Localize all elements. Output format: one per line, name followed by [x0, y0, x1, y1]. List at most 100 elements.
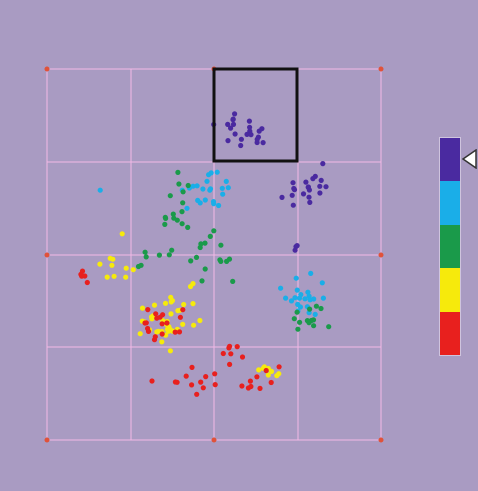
- data-point-yellow: [175, 308, 181, 314]
- legend-swatch-green[interactable]: [440, 224, 460, 269]
- data-point-red: [143, 320, 149, 326]
- data-point-green: [142, 249, 148, 255]
- triangle-left-icon[interactable]: [461, 149, 477, 169]
- data-point-red: [263, 367, 269, 374]
- data-point-red: [228, 351, 234, 357]
- data-point-purple: [307, 199, 313, 205]
- data-point-cyan: [312, 311, 318, 317]
- data-point-red: [159, 331, 165, 337]
- data-point-purple: [246, 118, 252, 124]
- data-point-cyan: [298, 292, 304, 298]
- data-point-cyan: [294, 287, 300, 293]
- data-point-cyan: [216, 202, 222, 209]
- data-point-cyan: [211, 201, 217, 207]
- data-point-red: [203, 374, 209, 380]
- data-point-red: [145, 307, 151, 313]
- data-point-yellow: [130, 267, 136, 273]
- data-point-red: [198, 379, 204, 385]
- data-point-purple: [247, 124, 253, 130]
- legend-swatch-purple[interactable]: [440, 138, 460, 182]
- data-point-cyan: [200, 186, 206, 192]
- data-point-green: [185, 224, 191, 230]
- data-point-red: [239, 354, 246, 360]
- data-point-green: [294, 309, 300, 315]
- data-point-green: [179, 209, 185, 215]
- data-point-green: [202, 240, 208, 246]
- data-point-green: [180, 200, 186, 206]
- data-point-green: [207, 233, 213, 239]
- data-point-yellow: [111, 273, 117, 279]
- data-point-red: [268, 379, 274, 386]
- data-point-red: [180, 307, 186, 313]
- data-point-green: [169, 247, 175, 253]
- data-point-green: [170, 211, 176, 217]
- data-point-purple: [320, 161, 326, 167]
- data-point-purple: [260, 140, 266, 146]
- data-point-green: [295, 326, 301, 332]
- data-point-green: [308, 317, 314, 324]
- data-point-cyan: [297, 304, 303, 310]
- data-point-red: [194, 391, 200, 397]
- data-point-purple: [230, 121, 237, 127]
- data-point-red: [176, 329, 183, 335]
- data-point-yellow: [154, 329, 160, 335]
- legend-swatch-red[interactable]: [440, 311, 460, 356]
- data-point-red: [152, 334, 158, 340]
- data-point-green: [318, 305, 324, 312]
- scatter-plot-area[interactable]: [0, 0, 430, 491]
- data-point-yellow: [276, 371, 282, 377]
- legend-swatch-cyan[interactable]: [440, 181, 460, 225]
- grid-marker-0: [44, 66, 50, 72]
- data-point-yellow: [104, 274, 110, 280]
- data-point-purple: [323, 184, 329, 190]
- data-point-cyan: [293, 275, 299, 281]
- data-point-purple: [291, 187, 298, 193]
- selection-rectangle[interactable]: [212, 67, 299, 163]
- data-point-red: [189, 382, 195, 388]
- data-point-green: [143, 254, 149, 260]
- data-point-cyan: [197, 200, 203, 206]
- data-point-cyan: [219, 185, 225, 191]
- data-point-green: [199, 278, 205, 284]
- data-point-green: [179, 221, 185, 227]
- data-point-cyan: [306, 293, 312, 299]
- data-point-cyan: [184, 205, 190, 211]
- data-point-red: [79, 268, 86, 274]
- data-point-green: [188, 258, 194, 264]
- data-point-green: [138, 262, 144, 268]
- data-point-yellow: [162, 300, 169, 306]
- data-point-yellow: [197, 317, 203, 324]
- data-point-green: [226, 256, 233, 262]
- data-point-red: [227, 361, 233, 367]
- data-point-red: [220, 350, 226, 357]
- grid-marker-2: [378, 66, 384, 72]
- data-point-red: [84, 279, 90, 286]
- data-point-green: [326, 324, 332, 330]
- data-point-green: [167, 193, 173, 199]
- data-point-red: [174, 379, 180, 385]
- data-point-yellow: [167, 348, 173, 354]
- data-point-cyan: [225, 185, 231, 191]
- data-point-purple: [306, 194, 312, 200]
- data-point-red: [189, 364, 195, 370]
- data-point-yellow: [181, 301, 187, 308]
- grid-marker-4: [378, 252, 384, 258]
- data-point-green: [202, 266, 208, 272]
- data-point-yellow: [159, 339, 165, 345]
- data-point-cyan: [320, 295, 326, 301]
- data-point-red: [247, 378, 253, 384]
- data-point-purple: [318, 177, 324, 183]
- data-point-red: [177, 314, 183, 320]
- data-point-red: [227, 343, 233, 349]
- data-point-green: [166, 252, 172, 258]
- data-point-red: [254, 374, 260, 380]
- data-point-red: [159, 321, 165, 327]
- data-point-cyan: [214, 169, 220, 175]
- data-point-cyan: [223, 178, 229, 184]
- data-point-yellow: [123, 265, 129, 271]
- legend-swatch-yellow[interactable]: [440, 268, 460, 312]
- data-point-purple: [244, 131, 250, 137]
- data-point-purple: [225, 121, 231, 127]
- color-legend[interactable]: [439, 137, 461, 356]
- data-point-green: [176, 181, 182, 187]
